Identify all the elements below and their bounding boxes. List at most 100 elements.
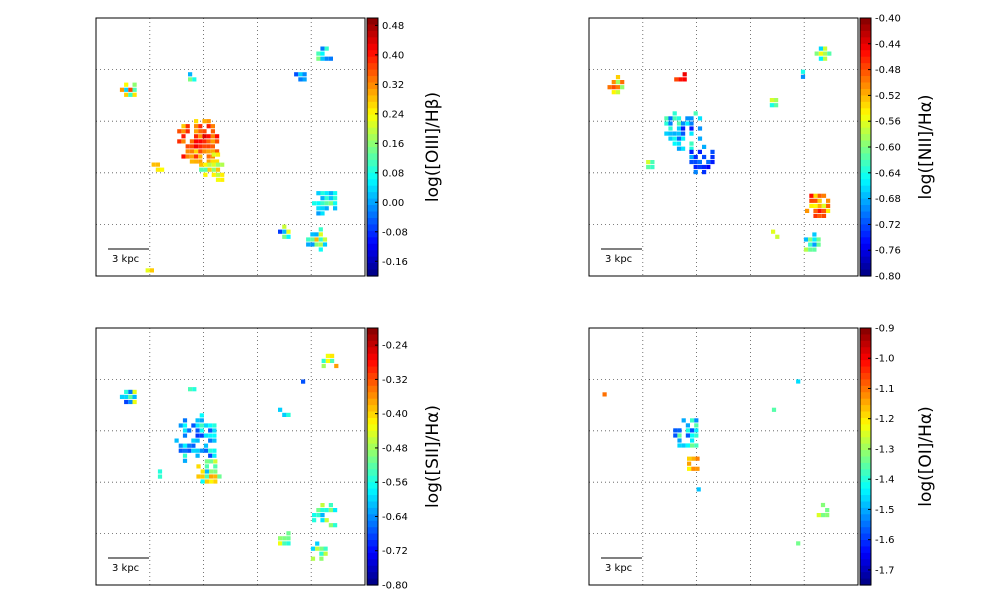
map-pixel (320, 191, 325, 196)
map-pixel (195, 423, 200, 428)
colorbar-segment (860, 95, 871, 103)
map-pixel (220, 172, 225, 177)
map-pixel (710, 154, 715, 160)
plot-area (589, 328, 858, 585)
colorbar-segment (860, 24, 871, 32)
map-pixel (817, 193, 822, 198)
map-pixel (298, 72, 303, 77)
colorbar-segment (860, 430, 871, 438)
colorbar-tick-label: -0.64 (875, 168, 901, 179)
map-pixel (320, 51, 325, 56)
emission-clump (771, 407, 777, 412)
map-pixel (212, 453, 217, 458)
map-pixel (314, 237, 319, 242)
map-pixel (800, 74, 806, 79)
emission-clump (310, 541, 328, 561)
colorbar-tick-label: 0.00 (382, 198, 404, 209)
map-pixel (324, 201, 329, 206)
colorbar-segment (860, 328, 871, 336)
colorbar-segment (367, 437, 378, 445)
map-pixel (286, 531, 291, 536)
map-pixel (208, 423, 213, 428)
map-pixel (195, 448, 200, 453)
map-pixel (182, 443, 188, 448)
map-pixel (212, 433, 217, 438)
map-pixel (206, 159, 211, 164)
map-pixel (215, 139, 220, 144)
map-pixel (282, 541, 287, 546)
colorbar-segment (860, 533, 871, 541)
map-pixel (155, 162, 160, 167)
map-pixel (813, 208, 818, 213)
colorbar-segment (367, 372, 378, 380)
map-pixel (702, 164, 707, 170)
map-pixel (825, 508, 830, 513)
colorbar-segment (367, 514, 378, 522)
map-pixel (316, 513, 321, 518)
map-pixel (330, 353, 335, 358)
panel-3: 3 kpc -0.24 -0.32 -0.40 -0.48 -0.56 -0.64 -0.72… (95, 327, 443, 592)
colorbar-segment (367, 140, 378, 148)
map-pixel (191, 438, 196, 443)
map-pixel (676, 116, 682, 121)
map-pixel (206, 134, 211, 139)
map-pixel (204, 469, 209, 474)
colorbar-segment (367, 527, 378, 535)
map-pixel (204, 459, 209, 464)
colorbar-tick-label: -0.48 (382, 443, 408, 454)
emission-clump (796, 541, 801, 546)
colorbar-label: log([OIII]/Hβ) (423, 92, 443, 202)
map-pixel (774, 103, 779, 108)
map-pixel (697, 159, 702, 165)
map-pixel (191, 423, 196, 428)
plot-frame (95, 327, 366, 586)
colorbar-tick-label: -0.40 (875, 14, 901, 25)
map-pixel (796, 379, 801, 384)
map-pixel (181, 124, 186, 129)
map-pixel (611, 80, 616, 85)
colorbar-segment (367, 82, 378, 90)
map-pixel (124, 82, 129, 87)
map-pixel (320, 211, 325, 216)
colorbar-segment (367, 18, 378, 26)
map-pixel (672, 116, 677, 121)
map-pixel (128, 394, 133, 399)
map-pixel (805, 208, 810, 213)
map-pixel (185, 129, 190, 134)
map-pixel (212, 448, 217, 453)
map-pixel (823, 51, 828, 56)
emission-clump (312, 503, 338, 528)
map-pixel (310, 232, 315, 237)
map-pixel (691, 466, 696, 471)
colorbar-segment (860, 417, 871, 425)
map-pixel (210, 129, 215, 134)
map-pixel (611, 85, 616, 90)
map-pixel (694, 418, 699, 423)
map-pixel (203, 443, 209, 448)
map-pixel (202, 139, 207, 144)
colorbar-segment (367, 37, 378, 45)
map-pixel (149, 268, 154, 273)
map-pixel (318, 242, 323, 247)
colorbar-label: log([SII]/Hα) (423, 405, 443, 508)
map-pixel (194, 139, 199, 144)
map-pixel (310, 237, 315, 242)
map-pixel (294, 72, 299, 77)
map-pixel (189, 139, 194, 144)
map-pixel (318, 237, 323, 242)
map-pixel (685, 116, 690, 121)
map-pixel (324, 518, 329, 523)
map-pixel (694, 433, 699, 438)
map-pixel (673, 433, 678, 438)
map-pixel (821, 193, 827, 198)
map-pixel (689, 146, 694, 151)
map-pixel (210, 139, 215, 144)
map-pixel (199, 433, 204, 438)
map-pixel (818, 46, 823, 51)
colorbar-segment (860, 437, 871, 445)
map-pixel (316, 508, 321, 513)
map-pixel (178, 448, 183, 453)
colorbar-segment (367, 340, 378, 348)
map-pixel (194, 149, 199, 154)
map-pixel (278, 407, 283, 412)
